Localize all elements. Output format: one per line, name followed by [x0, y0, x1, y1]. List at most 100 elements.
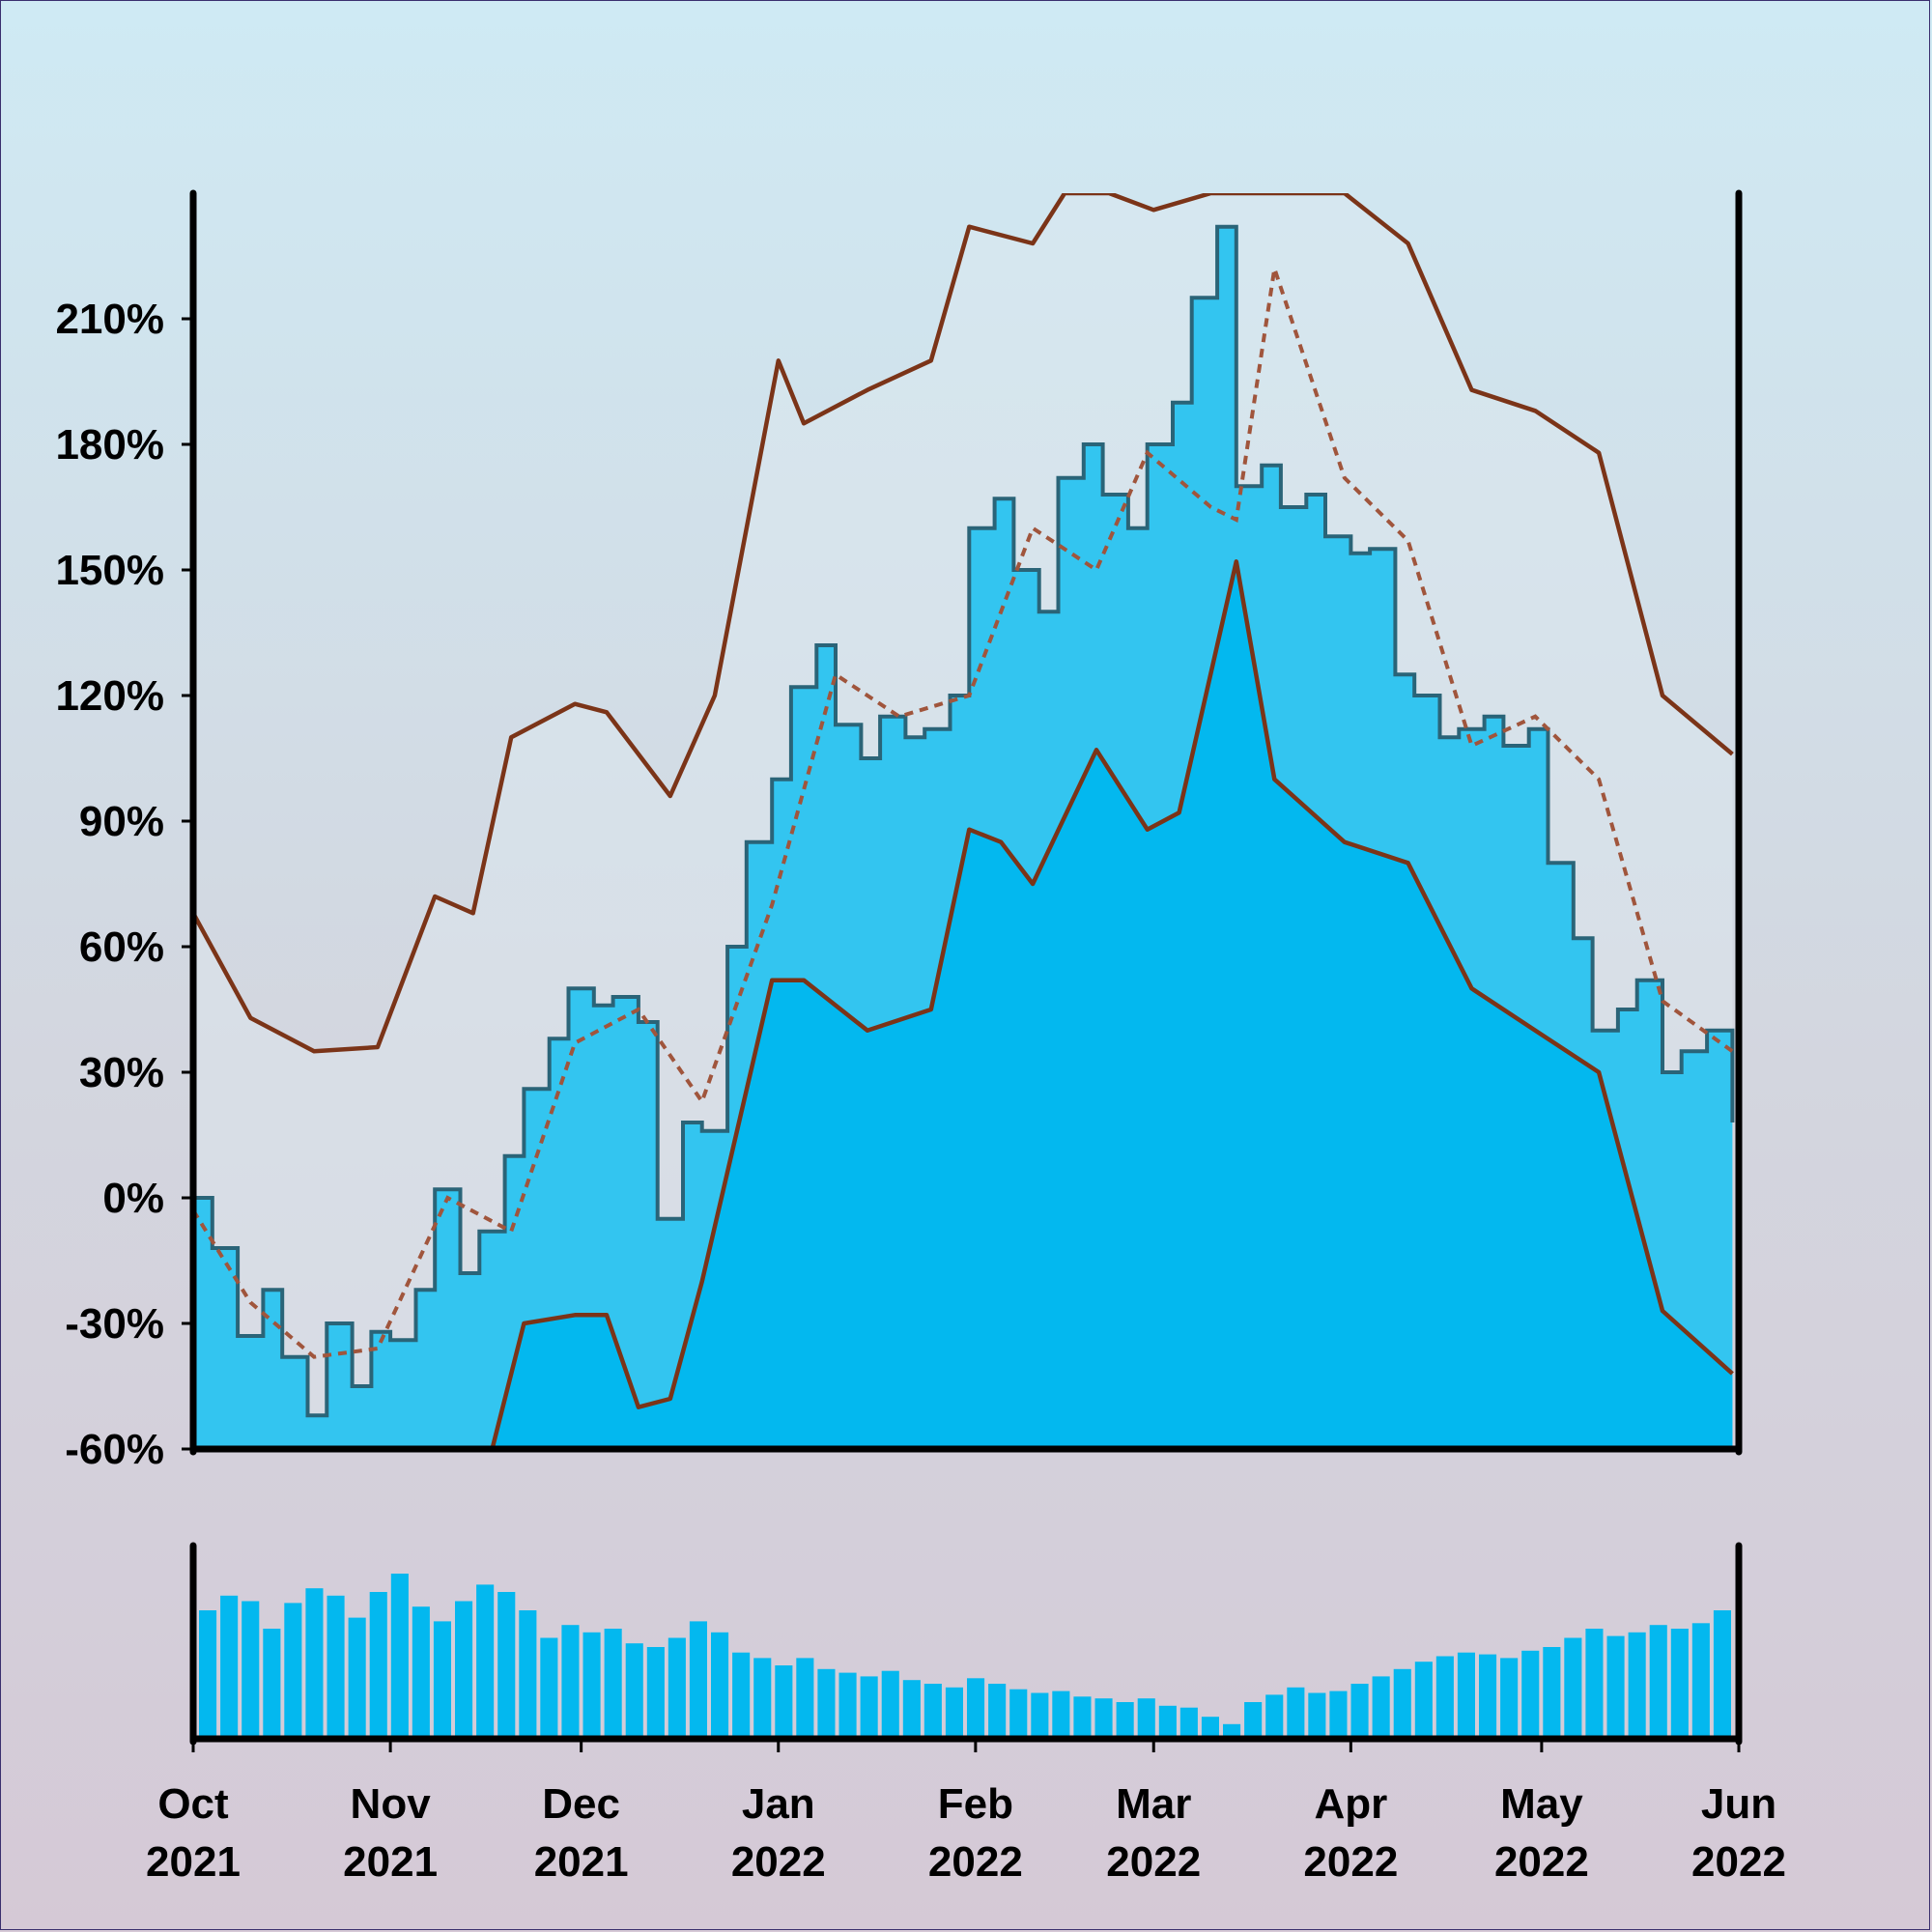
- volume-bar: [1479, 1654, 1497, 1739]
- volume-bar: [1350, 1684, 1369, 1739]
- volume-bar: [199, 1610, 217, 1739]
- volume-bar: [1457, 1652, 1475, 1739]
- volume-bar: [497, 1592, 516, 1739]
- volume-bar: [455, 1601, 473, 1739]
- volume-bar: [1116, 1702, 1134, 1739]
- volume-bar: [1244, 1702, 1263, 1739]
- x-tick-label-month: Jan: [742, 1780, 815, 1828]
- volume-bar: [668, 1637, 686, 1739]
- lower-band-line: [490, 559, 1734, 1449]
- volume-bar: [902, 1680, 921, 1739]
- x-tick-label-year: 2022: [1106, 1838, 1201, 1886]
- volume-bar: [1031, 1692, 1049, 1739]
- x-tick-label-month: Jun: [1701, 1780, 1776, 1828]
- volume-bar: [1414, 1662, 1433, 1739]
- volume-bar: [1628, 1632, 1646, 1739]
- volume-bar: [1649, 1625, 1667, 1739]
- x-tick-label-year: 2021: [534, 1838, 629, 1886]
- x-tick-label-month: Nov: [351, 1780, 432, 1828]
- y-tick-label: 120%: [55, 672, 164, 720]
- moving-average-line: [193, 268, 1734, 1359]
- x-tick-label-month: Oct: [157, 1780, 229, 1828]
- volume-bar: [327, 1595, 345, 1739]
- volume-bar: [711, 1632, 729, 1739]
- volume-bar: [881, 1670, 899, 1739]
- volume-panel: [199, 1574, 1731, 1739]
- volume-bar: [860, 1676, 878, 1739]
- volume-bar: [433, 1621, 451, 1739]
- volume-bar: [967, 1678, 985, 1739]
- volume-bar: [1009, 1689, 1028, 1739]
- volume-bar: [561, 1625, 580, 1739]
- volume-bar: [1585, 1629, 1604, 1739]
- y-tick-label: 210%: [55, 296, 164, 343]
- volume-bar: [1265, 1694, 1284, 1739]
- x-tick-label-month: Apr: [1314, 1780, 1387, 1828]
- x-tick-label-year: 2022: [928, 1838, 1023, 1886]
- y-tick-label: 60%: [79, 923, 164, 971]
- volume-bar: [988, 1684, 1007, 1739]
- volume-bar: [646, 1647, 665, 1739]
- volume-bar: [753, 1658, 772, 1739]
- volume-bar: [263, 1629, 281, 1739]
- volume-bar: [348, 1617, 366, 1739]
- x-tick-label-year: 2022: [1494, 1838, 1589, 1886]
- volume-bar: [1308, 1692, 1326, 1739]
- upper-band-line: [193, 193, 1734, 1054]
- volume-bar: [1606, 1635, 1625, 1739]
- y-tick-label: 150%: [55, 547, 164, 594]
- y-tick-label: 180%: [55, 421, 164, 469]
- x-tick-label-year: 2021: [146, 1838, 241, 1886]
- x-tick-label-year: 2022: [1303, 1838, 1398, 1886]
- volume-bar: [476, 1584, 495, 1739]
- volume-bar: [1521, 1650, 1540, 1739]
- volume-bar: [540, 1637, 558, 1739]
- volume-bar: [390, 1574, 409, 1739]
- volume-bar: [412, 1606, 430, 1739]
- x-tick-label-year: 2021: [343, 1838, 438, 1886]
- volume-bar: [796, 1658, 814, 1739]
- x-tick-label-year: 2022: [731, 1838, 826, 1886]
- volume-bar: [1713, 1610, 1731, 1739]
- volume-bar: [1158, 1705, 1177, 1739]
- volume-bar: [284, 1603, 302, 1739]
- volume-bar: [1287, 1687, 1305, 1739]
- price-panel: [193, 193, 1735, 1449]
- x-tick-label-month: Dec: [542, 1780, 620, 1828]
- y-tick-label: -30%: [65, 1300, 164, 1348]
- volume-bar: [369, 1592, 387, 1739]
- volume-bar: [1543, 1647, 1561, 1739]
- axes: -60% -30% 0% 30% 60% 90% 120% 150% 180% 210% Oct 20…: [55, 189, 1786, 1886]
- y-tick-label: -60%: [65, 1426, 164, 1473]
- y-tick-label: 0%: [102, 1175, 164, 1222]
- x-tick-label-month: Feb: [938, 1780, 1013, 1828]
- volume-bar: [1372, 1676, 1390, 1739]
- volume-bar: [519, 1610, 537, 1739]
- volume-bar: [838, 1672, 857, 1739]
- volume-bar: [689, 1621, 707, 1739]
- volume-bar: [1073, 1696, 1092, 1739]
- volume-bar: [1500, 1658, 1519, 1739]
- x-tick-label-month: May: [1500, 1780, 1583, 1828]
- volume-bar: [1052, 1690, 1070, 1739]
- volume-bar: [817, 1668, 836, 1739]
- volume-bar: [775, 1665, 793, 1739]
- x-tick-label-month: Mar: [1116, 1780, 1191, 1828]
- y-tick-label: 30%: [79, 1049, 164, 1096]
- volume-bar: [1201, 1717, 1219, 1739]
- volume-bar: [1137, 1698, 1155, 1739]
- volume-bar: [625, 1643, 643, 1739]
- volume-bar: [1329, 1690, 1348, 1739]
- x-tick-label-year: 2022: [1691, 1838, 1786, 1886]
- volume-bar: [305, 1588, 324, 1739]
- volume-bar: [1094, 1698, 1113, 1739]
- volume-bar: [604, 1629, 622, 1739]
- volume-bar: [1691, 1623, 1710, 1739]
- volume-bar: [1393, 1668, 1411, 1739]
- volume-bar: [1435, 1656, 1454, 1739]
- volume-bar: [1223, 1723, 1241, 1739]
- y-tick-label: 90%: [79, 798, 164, 845]
- volume-bar: [1179, 1707, 1198, 1739]
